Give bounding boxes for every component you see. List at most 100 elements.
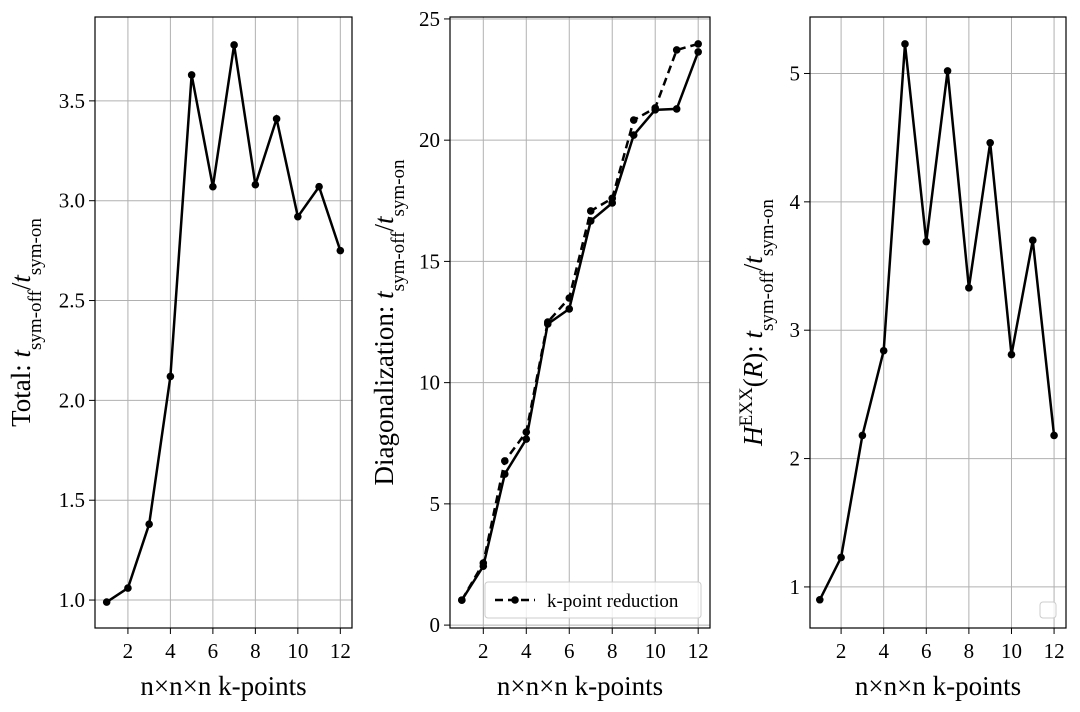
- y-label-part: t: [738, 255, 768, 264]
- point: [986, 138, 994, 147]
- y-label-part: EXX: [736, 387, 757, 426]
- y-tick-label: 20: [419, 128, 440, 152]
- point: [272, 115, 281, 123]
- y-label-part: /: [738, 263, 768, 271]
- y-tick-label: 15: [419, 249, 440, 273]
- x-tick-label: 6: [564, 639, 575, 663]
- y-tick-label: 3.0: [59, 189, 85, 213]
- y-label-part: /: [6, 282, 36, 290]
- point: [187, 71, 196, 79]
- point: [251, 180, 260, 189]
- x-tick-label: 2: [123, 639, 134, 663]
- point: [879, 346, 888, 355]
- y-tick-label: 2.0: [59, 388, 85, 412]
- point: [694, 40, 702, 48]
- point: [1050, 431, 1058, 440]
- y-tick-label: 2.5: [59, 289, 85, 313]
- subplot: 2 4 6 8 10 12 0 5 10 15 20 25 n×n×n k-points Diagonal…: [369, 7, 711, 701]
- y-tick-label: 3.5: [59, 89, 85, 113]
- y-tick-label: 0: [430, 613, 441, 637]
- point: [901, 40, 909, 48]
- point: [124, 584, 132, 592]
- x-tick-label: 6: [921, 639, 932, 663]
- point: [209, 182, 217, 191]
- point: [629, 116, 638, 124]
- point: [651, 104, 660, 112]
- x-tick-label: 4: [521, 639, 532, 663]
- x-axis-label: n×n×n k-points: [855, 671, 1021, 701]
- series-line: [460, 42, 699, 601]
- axes-frame: [449, 16, 711, 629]
- y-label-part: sym-off: [388, 231, 409, 291]
- legend-marker: [511, 596, 519, 604]
- y-label-part: Total:: [6, 358, 36, 427]
- y-label-part: H: [738, 425, 768, 447]
- y-label-part: t: [369, 290, 399, 299]
- series-line: [105, 44, 342, 604]
- x-axis-label: n×n×n k-points: [140, 671, 306, 701]
- y-axis-label: HEXX(R): tsym-off/tsym-on: [736, 199, 778, 447]
- subplot: 2 4 6 8 10 12 1.0 1.5 2.0 2.5 3.0 3.5 n×n×n k-points…: [6, 16, 353, 701]
- point: [1028, 236, 1037, 245]
- y-tick-label: 1.5: [59, 488, 85, 512]
- x-tick-label: 12: [688, 639, 709, 663]
- y-label-part: sym-on: [757, 199, 778, 257]
- y-label-part: (: [738, 378, 768, 387]
- point: [943, 67, 952, 75]
- x-tick-label: 12: [1044, 639, 1065, 663]
- x-tick-label: 2: [836, 639, 847, 663]
- y-tick-label: 4: [790, 190, 801, 214]
- point: [522, 435, 531, 443]
- point: [565, 305, 574, 313]
- point: [336, 246, 345, 255]
- point: [102, 598, 111, 606]
- x-tick-label: 4: [165, 639, 176, 663]
- point: [522, 428, 531, 436]
- y-label-part: sym-on: [25, 218, 46, 276]
- series-line: [460, 51, 700, 601]
- point: [1007, 350, 1016, 359]
- point: [565, 294, 574, 302]
- point: [694, 48, 702, 56]
- x-tick-label: 8: [964, 639, 975, 663]
- series-line: [818, 43, 1056, 601]
- point: [629, 131, 638, 139]
- point: [166, 372, 175, 381]
- point: [500, 457, 509, 465]
- y-label-part: R: [738, 361, 768, 379]
- legend: [1039, 601, 1057, 619]
- y-tick-label: 25: [419, 7, 440, 31]
- x-tick-label: 12: [330, 639, 351, 663]
- x-tick-label: 8: [607, 639, 618, 663]
- x-axis-label: n×n×n k-points: [497, 671, 663, 701]
- legend-label: k-point reduction: [547, 591, 679, 612]
- point: [922, 237, 931, 246]
- point: [543, 318, 552, 326]
- y-axis-label: Total: tsym-off/tsym-on: [6, 218, 46, 427]
- point: [230, 41, 238, 49]
- y-label-part: sym-on: [388, 159, 409, 217]
- point: [815, 595, 824, 604]
- point: [458, 596, 466, 604]
- x-tick-label: 6: [208, 639, 219, 663]
- point: [294, 212, 302, 221]
- point: [315, 182, 323, 191]
- axes-frame: [809, 16, 1067, 629]
- y-label-part: sym-off: [25, 290, 46, 350]
- y-tick-label: 10: [419, 371, 440, 395]
- axes-frame: [94, 16, 353, 629]
- x-tick-label: 8: [250, 639, 261, 663]
- y-tick-label: 1: [790, 575, 801, 599]
- y-label-part: t: [369, 215, 399, 224]
- y-label-part: Diagonalization:: [369, 299, 399, 486]
- y-label-part: t: [6, 274, 36, 283]
- y-label-part: t: [6, 349, 36, 358]
- y-tick-label: 3: [790, 318, 801, 342]
- y-tick-label: 2: [790, 447, 801, 471]
- y-label-part: /: [369, 224, 399, 232]
- point: [672, 46, 681, 54]
- y-axis-label: Diagonalization: tsym-off/tsym-on: [369, 159, 409, 486]
- y-tick-label: 5: [790, 61, 801, 85]
